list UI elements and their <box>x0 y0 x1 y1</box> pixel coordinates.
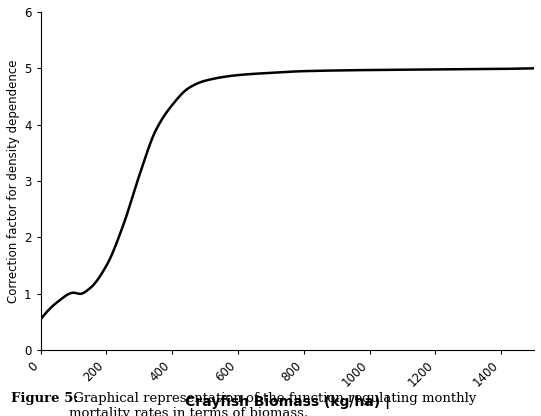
Text: Graphical representation of the function regulating monthly mortality rates in t: Graphical representation of the function… <box>69 392 477 416</box>
Text: Figure 5:: Figure 5: <box>11 392 78 405</box>
Y-axis label: Correction factor for density dependence: Correction factor for density dependence <box>7 59 20 303</box>
X-axis label: Crayfish Biomass (kg/ha) |: Crayfish Biomass (kg/ha) | <box>185 395 390 409</box>
